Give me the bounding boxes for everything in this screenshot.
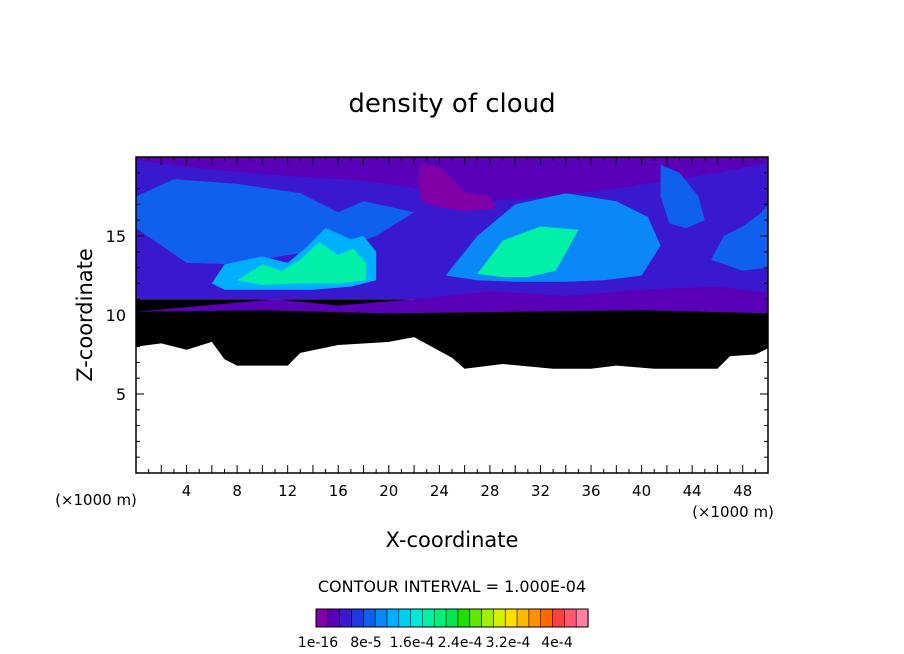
- y-tick-label: 15: [106, 227, 126, 246]
- density-region-2: [136, 286, 768, 314]
- colorbar-frame: [315, 608, 589, 628]
- density-region-10: [660, 164, 705, 229]
- contour-interval-label: CONTOUR INTERVAL = 1.000E-04: [318, 577, 586, 596]
- x-tick-label: 36: [581, 482, 600, 500]
- x-tick-label: 8: [232, 482, 242, 500]
- colorbar-swatch: [327, 608, 341, 628]
- x-axis-ticks: 4 8 12 16 20 24 28 32 36 40 44 48: [148, 157, 756, 500]
- x-tick-label: 4: [182, 482, 192, 500]
- colorbar-swatch: [575, 608, 589, 628]
- chart-title: density of cloud: [348, 89, 555, 119]
- colorbar-swatch: [315, 608, 329, 628]
- cloud-density-field: [136, 157, 768, 369]
- y-tick-label: 5: [116, 385, 126, 404]
- colorbar-swatch: [493, 608, 506, 628]
- y-unit-label: (×1000 m): [55, 491, 137, 509]
- x-axis-title: X-coordinate: [386, 528, 519, 552]
- x-tick-label: 40: [632, 482, 651, 500]
- colorbar-swatch: [410, 608, 424, 628]
- x-tick-label: 12: [278, 482, 297, 500]
- y-tick-label: 10: [106, 306, 126, 325]
- colorbar: [315, 608, 589, 628]
- colorbar-swatch: [362, 608, 376, 628]
- colorbar-swatch: [433, 608, 447, 628]
- density-region-4: [417, 163, 497, 211]
- x-tick-label: 24: [430, 482, 449, 500]
- density-region-7: [477, 226, 579, 278]
- density-region-11: [711, 204, 768, 271]
- x-tick-label: 32: [531, 482, 550, 500]
- colorbar-swatch: [457, 608, 471, 628]
- colorbar-tick-label: 1e-16: [298, 635, 338, 651]
- x-tick-label: 16: [329, 482, 348, 500]
- colorbar-swatch: [398, 608, 412, 628]
- colorbar-tick-label: 8e-5: [350, 635, 381, 651]
- colorbar-swatch: [481, 608, 495, 628]
- x-unit-label: (×1000 m): [692, 503, 774, 521]
- colorbar-swatch: [528, 608, 542, 628]
- colorbar-swatch: [552, 608, 565, 628]
- colorbar-swatch: [339, 608, 353, 628]
- colorbar-tick-label: 1.6e-4: [390, 635, 435, 651]
- x-tick-label: 48: [733, 482, 752, 500]
- colorbar-tick-label: 2.4e-4: [438, 635, 483, 651]
- colorbar-swatch: [540, 608, 554, 628]
- colorbar-swatch: [469, 608, 483, 628]
- y-axis-ticks: 5 10 15: [106, 172, 768, 458]
- colorbar-swatch: [351, 608, 364, 628]
- colorbar-swatch: [504, 608, 518, 628]
- x-tick-label: 20: [379, 482, 398, 500]
- colorbar-swatch: [516, 608, 530, 628]
- colorbar-labels: 1e-16 8e-5 1.6e-4 2.4e-4 3.2e-4 4e-4: [298, 635, 573, 651]
- density-region-0: [136, 299, 768, 369]
- x-tick-label: 44: [683, 482, 702, 500]
- colorbar-tick-label: 3.2e-4: [486, 635, 531, 651]
- x-tick-label: 28: [480, 482, 499, 500]
- colorbar-swatch: [564, 608, 577, 628]
- colorbar-swatch: [386, 608, 400, 628]
- colorbar-swatch: [445, 608, 459, 628]
- density-region-9: [237, 242, 366, 285]
- colorbar-tick-label: 4e-4: [541, 635, 573, 651]
- colorbar-swatch: [422, 608, 435, 628]
- y-axis-title: Z-coordinate: [73, 248, 97, 382]
- colorbar-swatch: [374, 608, 388, 628]
